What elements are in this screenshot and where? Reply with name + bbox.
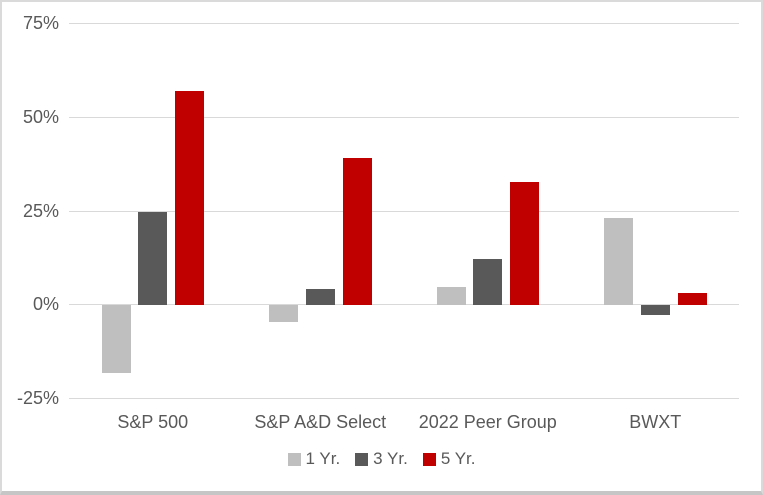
x-axis-category-label-2022-peer-group: 2022 Peer Group (418, 412, 557, 432)
x-axis-category-label-s-p-a-d-select: S&P A&D Select (254, 412, 387, 432)
chart-legend: 1 Yr. 3 Yr. 5 Yr. (2, 449, 761, 469)
bar-5-yr-s-p-a-d-select (342, 158, 372, 306)
bar-3-yr-s-p-500 (138, 212, 168, 306)
bar-1-yr-2022-peer-group (436, 287, 466, 306)
legend-label-3-yr: 3 Yr. (373, 449, 408, 468)
gridline-75 (69, 23, 739, 24)
legend-item-1-yr: 1 Yr. (287, 449, 341, 469)
gridline-25 (69, 210, 739, 212)
y-axis-tick-label-25: -25% (16, 388, 59, 408)
legend-label-5-yr: 5 Yr. (440, 449, 476, 468)
x-axis-category-label-bwxt: BWXT (629, 412, 682, 432)
gridline-50 (69, 116, 739, 118)
y-axis-tick-label-25: 25% (22, 200, 59, 221)
gridline-0 (69, 304, 739, 306)
legend-swatch-5-yr (422, 452, 436, 466)
bar-1-yr-s-p-500 (101, 305, 131, 373)
y-axis-tick-label-0: 0% (32, 294, 59, 315)
plot-area (69, 23, 739, 399)
y-axis-tick-label-50: 50% (22, 106, 59, 127)
legend-label-1-yr: 1 Yr. (305, 449, 341, 468)
bar-3-yr-bwxt (640, 305, 670, 315)
bar-5-yr-bwxt (677, 293, 707, 306)
bar-1-yr-bwxt (604, 218, 633, 306)
legend-item-3-yr: 3 Yr. (355, 449, 408, 469)
bar-1-yr-s-p-a-d-select (269, 305, 298, 323)
legend-swatch-1-yr (287, 452, 301, 466)
y-axis-tick-label-75: 75% (22, 13, 59, 33)
bar-3-yr-s-p-a-d-select (305, 289, 335, 306)
legend-item-5-yr: 5 Yr. (422, 449, 476, 469)
gridline-25 (69, 398, 739, 399)
bar-5-yr-s-p-500 (175, 90, 204, 306)
bar-5-yr-2022-peer-group (510, 182, 539, 306)
legend-swatch-3-yr (355, 452, 369, 466)
x-axis-category-label-s-p-500: S&P 500 (117, 412, 189, 432)
bar-3-yr-2022-peer-group (473, 259, 503, 306)
